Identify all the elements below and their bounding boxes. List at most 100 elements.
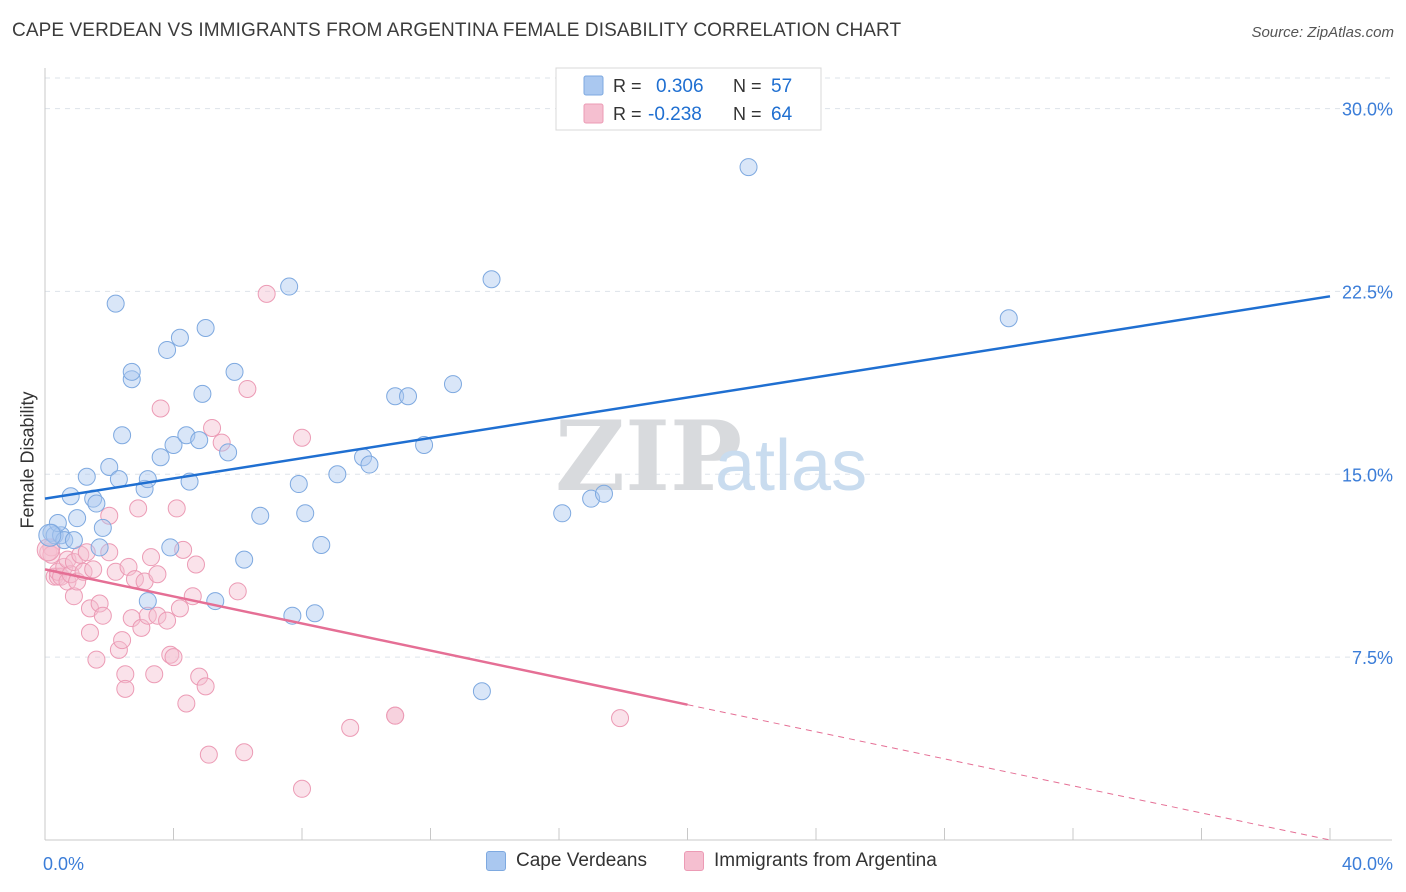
point-argentina: [341, 718, 360, 737]
point-argentina: [138, 606, 157, 625]
source-label: Source: ZipAtlas.com: [1251, 24, 1394, 41]
point-cape-verdean: [106, 294, 125, 313]
trendline-cape-verdeans: [44, 295, 1331, 500]
point-cape-verdean: [90, 538, 109, 557]
point-cape-verdean: [251, 506, 270, 525]
point-argentina: [238, 379, 257, 398]
legend-r-value: 0.306: [656, 76, 704, 97]
watermark: ZIP atlas: [555, 400, 867, 513]
point-cape-verdean: [87, 494, 106, 513]
trendline-argentina: [44, 568, 688, 706]
series-cape-verdeans-points: [38, 158, 1018, 701]
legend-n-value: 57: [771, 76, 792, 97]
point-cape-verdean: [289, 475, 308, 494]
legend-r-value: -0.238: [648, 104, 702, 125]
legend-item-cape-verdeans[interactable]: Cape Verdeans: [486, 850, 647, 872]
point-cape-verdean: [138, 470, 157, 489]
point-argentina: [199, 745, 218, 764]
x-tick-label-max: 40.0%: [1342, 854, 1393, 874]
legend-n-label: N =: [733, 104, 762, 124]
point-argentina: [235, 743, 254, 762]
point-cape-verdean: [64, 531, 83, 550]
chart-title: CAPE VERDEAN VS IMMIGRANTS FROM ARGENTIN…: [12, 20, 902, 41]
legend-swatch-blue: [583, 75, 604, 96]
point-cape-verdean: [235, 550, 254, 569]
y-tick-labels: 7.5% 15.0% 22.5% 30.0%: [1342, 100, 1393, 669]
point-cape-verdean: [190, 431, 209, 450]
point-argentina: [145, 665, 164, 684]
point-argentina: [87, 650, 106, 669]
point-cape-verdean: [482, 270, 501, 289]
trendline-argentina-extension: [687, 704, 1331, 841]
trendlines: [44, 295, 1331, 841]
point-argentina: [122, 609, 141, 628]
point-argentina: [109, 640, 128, 659]
legend-n-value: 64: [771, 104, 793, 125]
point-argentina: [164, 648, 183, 667]
point-argentina: [100, 543, 119, 562]
point-argentina: [151, 399, 170, 418]
point-cape-verdean: [219, 443, 238, 462]
legend-swatch-pink: [583, 103, 604, 124]
point-argentina: [257, 284, 276, 303]
watermark-atlas: atlas: [715, 426, 867, 506]
point-argentina: [64, 553, 83, 572]
legend-item-argentina[interactable]: Immigrants from Argentina: [684, 850, 937, 872]
point-cape-verdean: [386, 387, 405, 406]
point-cape-verdean: [399, 387, 418, 406]
point-cape-verdean: [312, 535, 331, 554]
legend-label-argentina: Immigrants from Argentina: [714, 850, 937, 871]
y-tick-label: 7.5%: [1352, 648, 1393, 668]
point-argentina: [186, 555, 205, 574]
point-cape-verdean: [196, 319, 215, 337]
point-cape-verdean: [93, 518, 112, 537]
legend-top: R = 0.306 N = 57 R = -0.238 N = 64: [555, 67, 822, 131]
point-argentina: [190, 667, 209, 686]
point-argentina: [161, 645, 180, 664]
point-argentina: [611, 709, 630, 728]
point-argentina: [196, 677, 215, 696]
point-argentina: [228, 582, 247, 601]
point-argentina: [148, 565, 167, 584]
point-cape-verdean: [164, 436, 183, 455]
point-argentina: [142, 548, 161, 567]
point-argentina: [177, 694, 196, 713]
point-argentina: [64, 587, 83, 606]
x-tick-label-min: 0.0%: [43, 854, 84, 874]
point-argentina: [170, 599, 189, 618]
point-cape-verdean: [594, 484, 613, 503]
point-cape-verdean: [443, 375, 462, 394]
legend-label-cape-verdeans: Cape Verdeans: [516, 850, 647, 871]
point-argentina: [293, 779, 311, 798]
point-cape-verdean: [151, 448, 170, 467]
point-argentina: [212, 433, 231, 452]
watermark-zip: ZIP: [555, 400, 742, 513]
series-argentina-points: [36, 284, 630, 798]
point-cape-verdean: [305, 604, 324, 623]
point-cape-verdean: [113, 426, 132, 445]
point-argentina: [167, 499, 186, 518]
point-cape-verdean: [100, 457, 119, 476]
point-argentina: [386, 706, 405, 725]
point-cape-verdean: [739, 158, 758, 177]
legend-swatch-blue: [486, 851, 506, 871]
y-tick-label: 15.0%: [1342, 465, 1393, 485]
legend-r-label: R =: [613, 104, 642, 124]
legend-swatch-pink: [684, 851, 704, 871]
point-argentina: [158, 611, 177, 630]
point-cape-verdean: [138, 592, 157, 611]
point-cape-verdean: [122, 370, 141, 389]
point-argentina: [148, 606, 167, 625]
point-argentina: [113, 631, 132, 650]
point-cape-verdean: [553, 504, 572, 523]
y-tick-label: 30.0%: [1342, 100, 1393, 120]
point-cape-verdean: [161, 538, 180, 557]
point-argentina: [84, 560, 103, 579]
point-cape-verdean: [193, 384, 212, 403]
axes: [44, 68, 1392, 841]
point-argentina: [203, 418, 222, 437]
point-cape-verdean: [77, 467, 96, 486]
point-cape-verdean: [170, 328, 189, 347]
point-cape-verdean: [122, 362, 141, 381]
